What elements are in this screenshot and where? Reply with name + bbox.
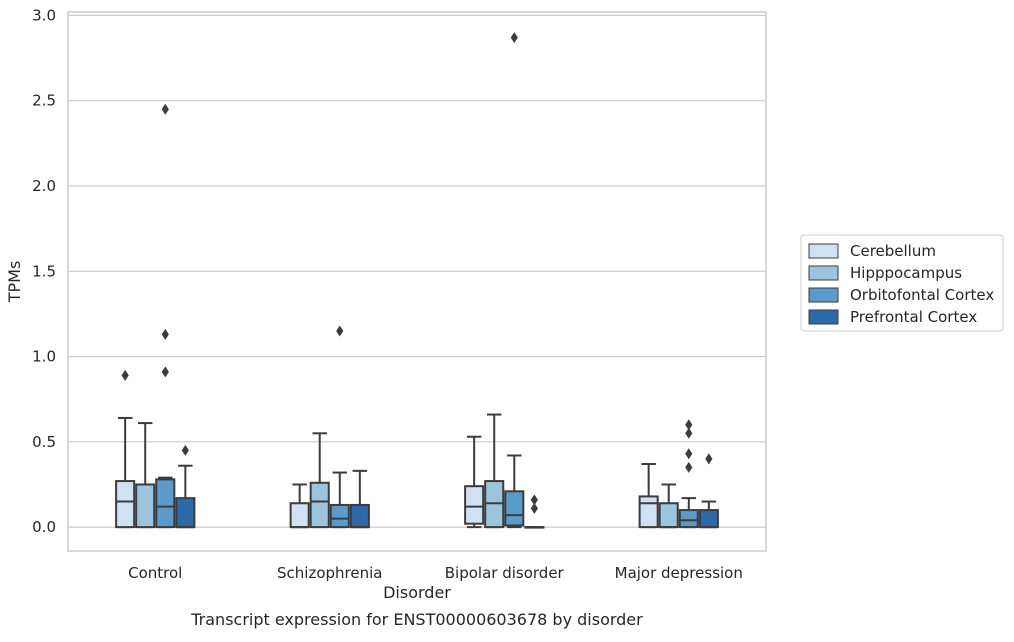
box-1-2 (329, 325, 350, 529)
outlier-point (530, 494, 538, 506)
y-tick-label: 2.5 (32, 92, 56, 110)
outlier-point (685, 419, 693, 431)
box-body (309, 481, 330, 529)
box-body (289, 502, 310, 529)
box-body (115, 480, 136, 529)
outlier-point (685, 461, 693, 473)
legend: Cerebellum Hipppocampus Orbitofontal Corte… (800, 234, 1004, 332)
x-tick-label: Major depression (615, 564, 743, 582)
outlier-point (161, 328, 169, 340)
box-body (175, 497, 196, 529)
box-1-0 (289, 483, 310, 529)
y-tick-label: 2.0 (32, 177, 56, 195)
box-2-3 (524, 494, 545, 529)
outlier-point (336, 325, 344, 337)
box-body (638, 495, 659, 529)
outlier-point (161, 366, 169, 378)
outlier-point (530, 502, 538, 514)
box-0-2 (155, 103, 176, 529)
box-1-3 (349, 469, 370, 529)
outlier-point (705, 453, 713, 465)
grid-lines (68, 14, 766, 528)
y-tick-label: 0.5 (32, 433, 56, 451)
box-1-1 (309, 432, 330, 529)
x-tick-labels: Control Schizophrenia Bipolar disorder Majo… (128, 564, 743, 582)
outlier-point (510, 32, 518, 44)
box-groups (115, 32, 719, 529)
outlier-point (685, 448, 693, 460)
box-body (504, 490, 525, 527)
legend-label: Hipppocampus (850, 264, 962, 282)
box-body (678, 509, 699, 529)
plot-frame (67, 11, 767, 552)
outlier-point (121, 369, 129, 381)
y-tick-label: 1.0 (32, 348, 56, 366)
box-0-0 (115, 369, 136, 529)
box-2-2 (504, 32, 525, 529)
box-body (698, 509, 719, 529)
legend-swatch (808, 265, 839, 281)
box-3-0 (638, 463, 659, 529)
legend-swatch (808, 287, 839, 303)
box-body (155, 478, 176, 529)
outlier-point (161, 103, 169, 115)
box-3-3 (698, 453, 719, 529)
box-0-1 (135, 422, 156, 529)
y-axis-label: TPMs (5, 261, 24, 304)
legend-swatch (808, 309, 839, 325)
box-body (464, 485, 485, 525)
y-tick-label: 1.5 (32, 262, 56, 280)
box-3-2 (678, 419, 699, 529)
legend-label: Prefrontal Cortex (850, 308, 977, 326)
x-tick-label: Bipolar disorder (445, 564, 565, 582)
y-tick-labels: 0.0 0.5 1.0 1.5 2.0 2.5 3.0 (32, 6, 56, 536)
chart-caption: Transcript expression for ENST0000060367… (190, 610, 643, 629)
y-tick-label: 0.0 (32, 518, 56, 536)
box-body (135, 483, 156, 529)
x-axis-label: Disorder (383, 583, 451, 602)
box-body (349, 503, 370, 529)
outlier-point (685, 427, 693, 439)
x-tick-label: Schizophrenia (277, 564, 382, 582)
legend-frame (800, 234, 1004, 332)
legend-label: Cerebellum (850, 242, 936, 260)
outlier-point (181, 444, 189, 456)
x-tick-label: Control (128, 564, 182, 582)
box-body (658, 502, 679, 529)
box-0-3 (175, 444, 196, 529)
box-body (329, 503, 350, 529)
box-2-0 (464, 435, 485, 529)
legend-swatch (808, 243, 839, 259)
box-3-1 (658, 483, 679, 529)
y-tick-label: 3.0 (32, 6, 56, 24)
box-2-1 (484, 413, 505, 529)
legend-label: Orbitofontal Cortex (850, 286, 994, 304)
